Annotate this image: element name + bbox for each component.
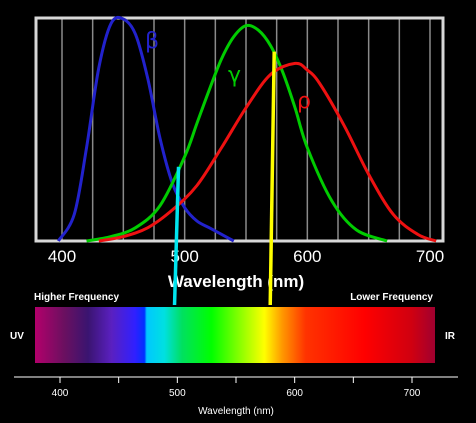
plot-background xyxy=(36,18,443,241)
bottom-tick-label-600: 600 xyxy=(286,388,303,399)
top-tick-label-400: 400 xyxy=(48,247,76,266)
series-line-2 xyxy=(98,61,437,243)
series-label-2: ρ xyxy=(297,89,311,114)
series-line-0 xyxy=(57,15,235,243)
plot-frame xyxy=(34,16,445,243)
higher-frequency-label: Higher Frequency xyxy=(34,292,119,303)
top-tick-label-700: 700 xyxy=(416,247,444,266)
cone-sensitivity-chart: βγρ 400 500 600 700 Wavelength (nm) xyxy=(34,15,445,291)
bottom-x-axis-title: Wavelength (nm) xyxy=(198,406,274,417)
series-label-0: β xyxy=(145,29,159,54)
top-tick-label-600: 600 xyxy=(293,247,321,266)
wavelength-marker-1 xyxy=(268,51,276,306)
bottom-tick-label-700: 700 xyxy=(404,388,421,399)
spectrum-gradient-bar xyxy=(35,307,435,363)
series-label-1: γ xyxy=(228,63,241,88)
bottom-tick-label-400: 400 xyxy=(52,388,69,399)
top-tick-labels: 400 500 600 700 xyxy=(48,247,444,266)
bottom-tick-label-500: 500 xyxy=(169,388,186,399)
gridlines xyxy=(61,18,431,241)
lower-frequency-label: Lower Frequency xyxy=(350,292,433,303)
top-x-axis-title: Wavelength (nm) xyxy=(168,272,304,291)
uv-label: UV xyxy=(10,331,24,342)
series-line-1 xyxy=(86,23,388,243)
ir-label: IR xyxy=(445,331,456,342)
wavelength-marker-0 xyxy=(172,166,181,306)
visible-spectrum-band: Higher Frequency Lower Frequency UV IR 4… xyxy=(10,292,458,417)
series-group xyxy=(57,15,437,243)
wavelength-markers xyxy=(172,51,276,306)
series-labels: β γ ρ xyxy=(145,29,311,114)
bottom-ticks: 400 500 600 700 xyxy=(52,377,421,399)
